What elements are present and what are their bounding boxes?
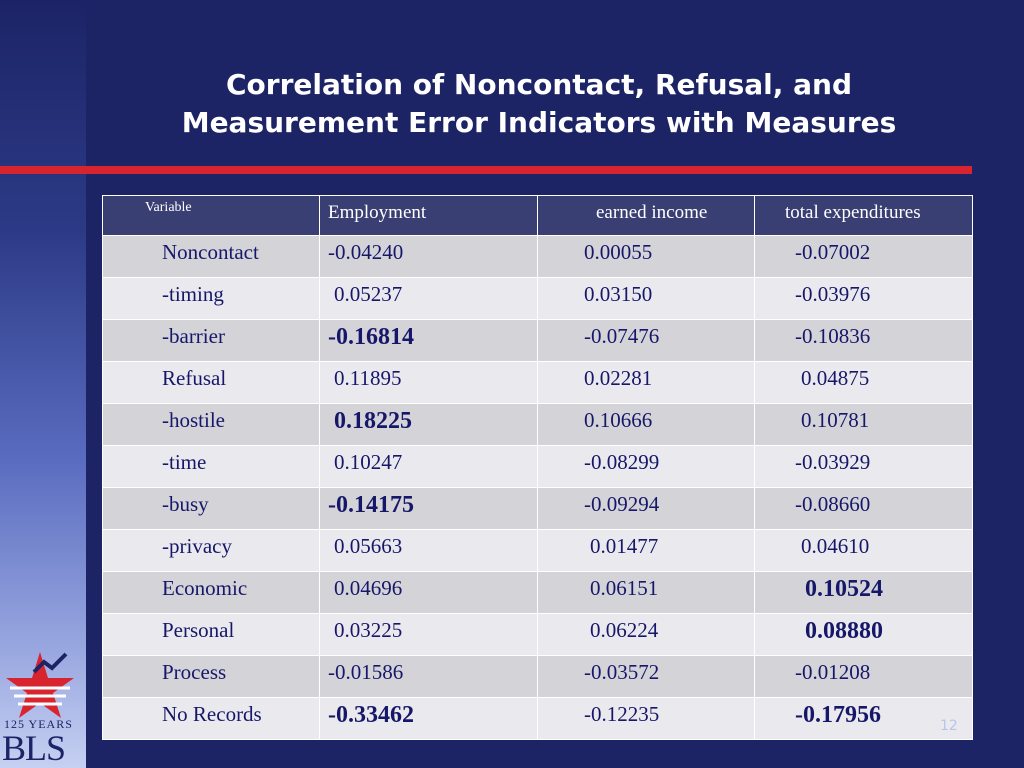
cell-variable: -time <box>102 445 320 488</box>
table-header-row: Variable Employment earned income total … <box>102 195 973 236</box>
cell-total-expenditures: -0.08660 <box>754 487 973 530</box>
table-row: -time 0.10247 -0.08299 -0.03929 <box>102 445 973 488</box>
bls-logo-icon <box>6 652 74 718</box>
cell-earned-income: 0.02281 <box>537 361 755 404</box>
table-row: Noncontact -0.04240 0.00055 -0.07002 <box>102 235 973 278</box>
cell-employment: 0.05237 <box>319 277 538 320</box>
cell-total-expenditures: -0.07002 <box>754 235 973 278</box>
cell-total-expenditures: 0.10524 <box>754 571 973 614</box>
cell-variable: Process <box>102 655 320 698</box>
table-row: Personal 0.03225 0.06224 0.08880 <box>102 613 973 656</box>
header-employment: Employment <box>319 195 538 236</box>
cell-earned-income: 0.01477 <box>537 529 755 572</box>
table-row: -busy -0.14175 -0.09294 -0.08660 <box>102 487 973 530</box>
page-number: 12 <box>940 718 958 734</box>
cell-variable: Noncontact <box>102 235 320 278</box>
cell-employment: -0.01586 <box>319 655 538 698</box>
cell-earned-income: -0.03572 <box>537 655 755 698</box>
cell-employment: -0.33462 <box>319 697 538 740</box>
cell-variable: -timing <box>102 277 320 320</box>
cell-variable: -privacy <box>102 529 320 572</box>
cell-employment: 0.10247 <box>319 445 538 488</box>
header-earned-income: earned income <box>537 195 755 236</box>
logo-years-label: 125 YEARS <box>4 717 73 731</box>
cell-total-expenditures: -0.03976 <box>754 277 973 320</box>
logo-chart-line-icon <box>32 652 68 674</box>
cell-earned-income: 0.03150 <box>537 277 755 320</box>
table-row: Economic 0.04696 0.06151 0.10524 <box>102 571 973 614</box>
cell-employment: 0.04696 <box>319 571 538 614</box>
cell-variable: Refusal <box>102 361 320 404</box>
cell-earned-income: 0.10666 <box>537 403 755 446</box>
cell-earned-income: 0.06151 <box>537 571 755 614</box>
cell-earned-income: -0.09294 <box>537 487 755 530</box>
header-total-expenditures: total expenditures <box>754 195 973 236</box>
table-row: -hostile 0.18225 0.10666 0.10781 <box>102 403 973 446</box>
table-row: No Records -0.33462 -0.12235 -0.17956 <box>102 697 973 740</box>
cell-variable: Economic <box>102 571 320 614</box>
title-line-1: Correlation of Noncontact, Refusal, and <box>225 68 853 101</box>
cell-variable: -barrier <box>102 319 320 362</box>
cell-total-expenditures: -0.03929 <box>754 445 973 488</box>
cell-employment: 0.18225 <box>319 403 538 446</box>
cell-employment: -0.16814 <box>319 319 538 362</box>
cell-variable: Personal <box>102 613 320 656</box>
cell-earned-income: -0.08299 <box>537 445 755 488</box>
cell-employment: 0.03225 <box>319 613 538 656</box>
table-row: -privacy 0.05663 0.01477 0.04610 <box>102 529 973 572</box>
logo-stripes-icon <box>10 686 70 706</box>
title-divider <box>0 166 972 174</box>
cell-variable: No Records <box>102 697 320 740</box>
cell-total-expenditures: 0.08880 <box>754 613 973 656</box>
table-row: -barrier -0.16814 -0.07476 -0.10836 <box>102 319 973 362</box>
title-line-2: Measurement Error Indicators with Measur… <box>181 106 897 139</box>
cell-employment: 0.05663 <box>319 529 538 572</box>
cell-total-expenditures: -0.01208 <box>754 655 973 698</box>
cell-variable: -busy <box>102 487 320 530</box>
correlation-table: Variable Employment earned income total … <box>102 195 973 740</box>
cell-total-expenditures: 0.10781 <box>754 403 973 446</box>
side-gradient-panel <box>0 0 86 768</box>
cell-earned-income: 0.06224 <box>537 613 755 656</box>
cell-employment: 0.11895 <box>319 361 538 404</box>
cell-employment: -0.04240 <box>319 235 538 278</box>
slide-title: Correlation of Noncontact, Refusal, and … <box>86 66 992 142</box>
cell-earned-income: -0.12235 <box>537 697 755 740</box>
logo-star-icon <box>6 652 74 718</box>
cell-total-expenditures: 0.04875 <box>754 361 973 404</box>
cell-employment: -0.14175 <box>319 487 538 530</box>
table-row: Process -0.01586 -0.03572 -0.01208 <box>102 655 973 698</box>
table-row: -timing 0.05237 0.03150 -0.03976 <box>102 277 973 320</box>
header-variable: Variable <box>102 195 320 236</box>
cell-total-expenditures: 0.04610 <box>754 529 973 572</box>
logo-wordmark: BLS <box>2 728 66 768</box>
cell-earned-income: -0.07476 <box>537 319 755 362</box>
cell-earned-income: 0.00055 <box>537 235 755 278</box>
table-row: Refusal 0.11895 0.02281 0.04875 <box>102 361 973 404</box>
cell-total-expenditures: -0.17956 <box>754 697 973 740</box>
cell-variable: -hostile <box>102 403 320 446</box>
cell-total-expenditures: -0.10836 <box>754 319 973 362</box>
